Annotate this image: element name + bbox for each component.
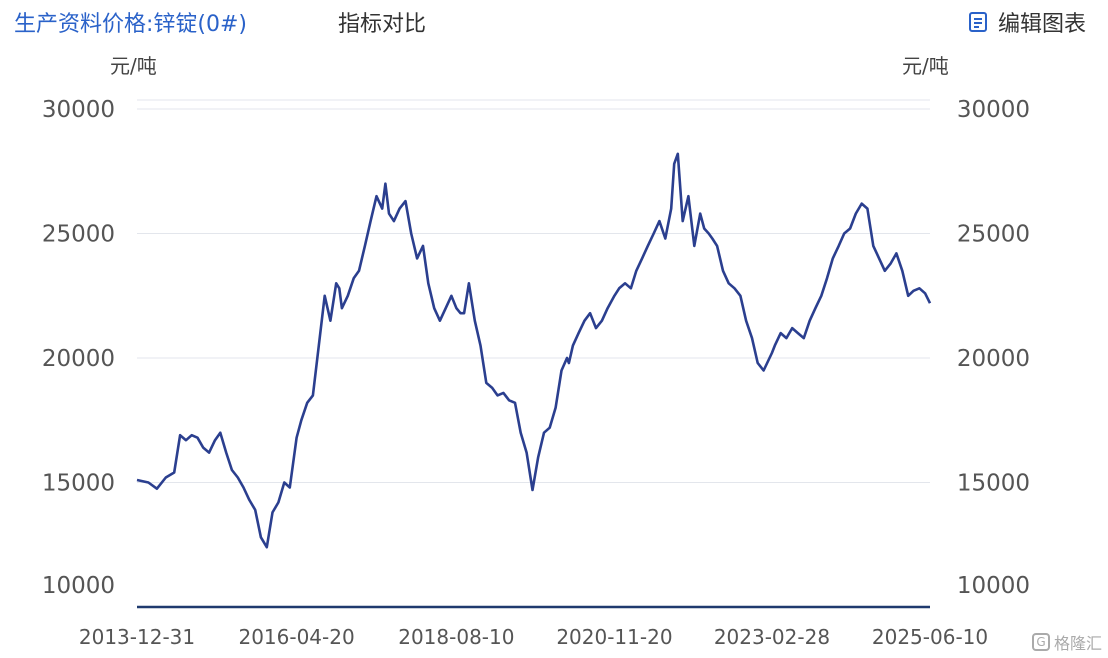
y-tick-label-left: 20000 bbox=[42, 346, 115, 372]
y-tick-label-right: 25000 bbox=[957, 222, 1030, 248]
y-axis-unit-right: 元/吨 bbox=[902, 54, 949, 78]
y-tick-label-left: 30000 bbox=[42, 97, 115, 123]
x-tick-label: 2013-12-31 bbox=[79, 625, 195, 649]
y-tick-label-left: 10000 bbox=[42, 573, 115, 599]
y-tick-label-right: 30000 bbox=[957, 97, 1030, 123]
edit-chart-button[interactable]: 编辑图表 bbox=[968, 6, 1086, 38]
x-tick-label: 2020-11-20 bbox=[556, 625, 672, 649]
y-tick-label-left: 25000 bbox=[42, 222, 115, 248]
x-tick-label: 2023-02-28 bbox=[714, 625, 830, 649]
edit-chart-label: 编辑图表 bbox=[997, 12, 1086, 37]
x-tick-label: 2025-06-10 bbox=[872, 625, 988, 649]
series-layer bbox=[136, 152, 932, 549]
series-line-zinc-price bbox=[136, 152, 932, 549]
y-tick-label-left: 15000 bbox=[42, 471, 115, 497]
y-tick-label-right: 20000 bbox=[957, 346, 1030, 372]
watermark-text: 格隆汇 bbox=[1053, 634, 1102, 653]
indicator-compare-tab[interactable]: 指标对比 bbox=[338, 12, 427, 37]
grid-lines bbox=[137, 99, 930, 609]
y-tick-label-right: 10000 bbox=[957, 573, 1030, 599]
chart-title: 生产资料价格:锌锭(0#) bbox=[14, 12, 248, 37]
edit-icon bbox=[968, 12, 987, 32]
y-axis-ticks: 30000 30000 25000 25000 20000 20000 15000 15000… bbox=[42, 97, 1030, 599]
watermark-logo-icon: G bbox=[1031, 633, 1050, 651]
chart-header: 生产资料价格:锌锭(0#) 指标对比 编辑图表 bbox=[0, 0, 1108, 44]
x-tick-label: 2016-04-20 bbox=[238, 625, 354, 649]
x-tick-label: 2018-08-10 bbox=[398, 625, 514, 649]
watermark: G 格隆汇 bbox=[1031, 630, 1102, 654]
x-axis-ticks: 2013-12-31 2016-04-20 2018-08-10 2020-11-20… bbox=[79, 625, 988, 649]
y-tick-label-right: 15000 bbox=[957, 471, 1030, 497]
y-axis-unit-left: 元/吨 bbox=[110, 54, 157, 78]
